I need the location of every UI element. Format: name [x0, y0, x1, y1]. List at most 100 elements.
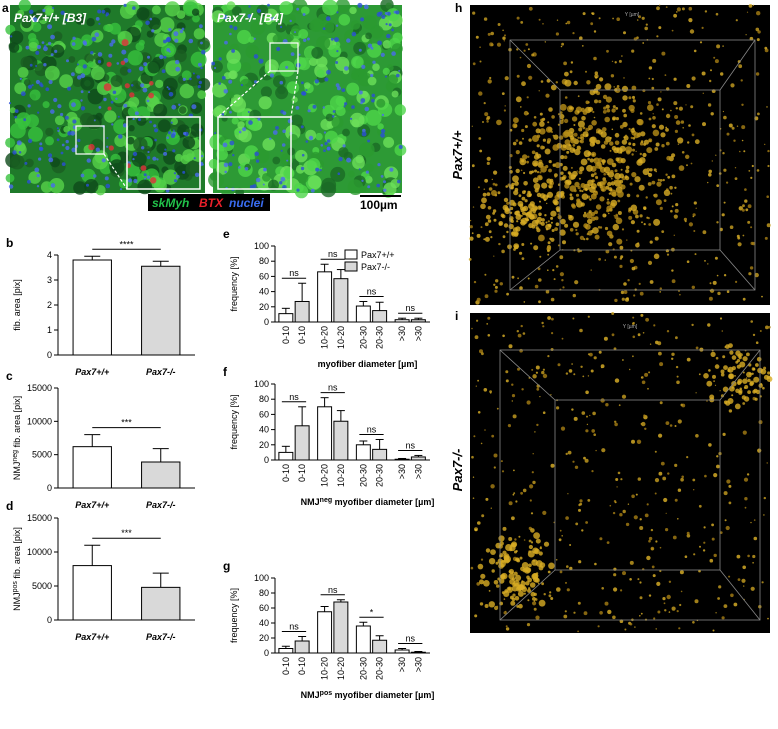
texture — [565, 581, 567, 584]
texture — [179, 29, 183, 34]
texture — [585, 429, 589, 433]
texture — [494, 285, 498, 289]
texture — [300, 166, 305, 171]
texture — [550, 463, 555, 468]
texture — [514, 181, 519, 186]
texture — [648, 66, 653, 70]
texture — [691, 323, 694, 327]
texture — [52, 6, 55, 10]
x-tick-label: Pax7-/- — [146, 632, 176, 642]
y-tick-label: 15000 — [27, 383, 52, 393]
texture — [663, 497, 668, 503]
texture — [502, 550, 507, 555]
texture — [88, 91, 91, 94]
texture — [571, 363, 573, 365]
texture — [736, 234, 740, 238]
texture — [63, 125, 71, 133]
texture — [477, 379, 479, 382]
texture — [616, 147, 623, 154]
texture — [71, 72, 75, 77]
texture — [570, 166, 573, 169]
texture — [722, 386, 729, 393]
texture — [56, 127, 60, 130]
texture — [550, 348, 554, 351]
texture — [344, 66, 349, 71]
texture — [116, 62, 120, 65]
texture — [338, 156, 343, 162]
texture — [262, 173, 271, 182]
texture — [730, 126, 732, 128]
texture — [550, 84, 557, 91]
overlay — [75, 42, 299, 190]
texture — [335, 0, 350, 13]
texture — [711, 160, 713, 162]
legend-swatch — [344, 249, 358, 260]
texture — [549, 591, 552, 594]
texture — [147, 55, 150, 59]
texture — [639, 581, 642, 584]
y-tick-label: 10000 — [27, 547, 52, 557]
texture — [521, 196, 526, 201]
texture — [539, 112, 543, 116]
texture — [623, 282, 627, 286]
texture — [680, 120, 685, 124]
texture — [686, 534, 691, 538]
texture — [539, 221, 542, 225]
texture — [650, 528, 654, 532]
texture — [735, 19, 738, 22]
texture — [649, 168, 653, 172]
texture — [694, 139, 700, 145]
texture — [477, 521, 481, 525]
texture — [484, 604, 489, 608]
texture — [391, 43, 403, 55]
texture — [228, 79, 233, 84]
texture — [632, 97, 635, 100]
texture — [573, 80, 578, 86]
texture — [107, 106, 112, 111]
axis-title-part: pos — [320, 690, 333, 697]
texture — [506, 230, 509, 234]
texture — [744, 506, 747, 509]
texture — [622, 509, 626, 514]
texture — [67, 116, 83, 132]
texture — [670, 192, 673, 195]
texture — [546, 195, 550, 198]
texture — [28, 126, 43, 142]
y-tick-label: 0 — [264, 317, 269, 327]
texture — [682, 127, 684, 129]
texture — [723, 274, 727, 277]
texture — [693, 201, 697, 205]
texture — [521, 128, 525, 133]
texture — [595, 176, 599, 180]
texture — [130, 84, 134, 87]
texture — [755, 363, 759, 367]
texture — [381, 113, 385, 117]
texture — [585, 390, 589, 395]
texture — [300, 125, 304, 129]
texture — [537, 267, 541, 271]
texture — [538, 300, 541, 304]
texture — [580, 158, 588, 166]
texture — [601, 448, 606, 453]
texture — [520, 324, 523, 328]
texture — [629, 258, 635, 264]
texture — [241, 62, 252, 73]
texture — [532, 480, 536, 485]
texture — [523, 181, 528, 186]
texture — [747, 220, 751, 224]
texture — [141, 146, 145, 150]
texture — [191, 8, 200, 16]
texture — [590, 22, 594, 26]
texture — [659, 291, 662, 293]
texture — [602, 213, 607, 218]
texture — [383, 182, 397, 196]
texture — [482, 121, 484, 123]
texture — [602, 127, 607, 132]
texture — [547, 253, 550, 256]
texture — [508, 573, 515, 580]
texture — [328, 44, 342, 58]
texture — [541, 182, 548, 189]
texture — [737, 378, 743, 384]
texture — [138, 66, 144, 71]
texture — [200, 154, 204, 158]
